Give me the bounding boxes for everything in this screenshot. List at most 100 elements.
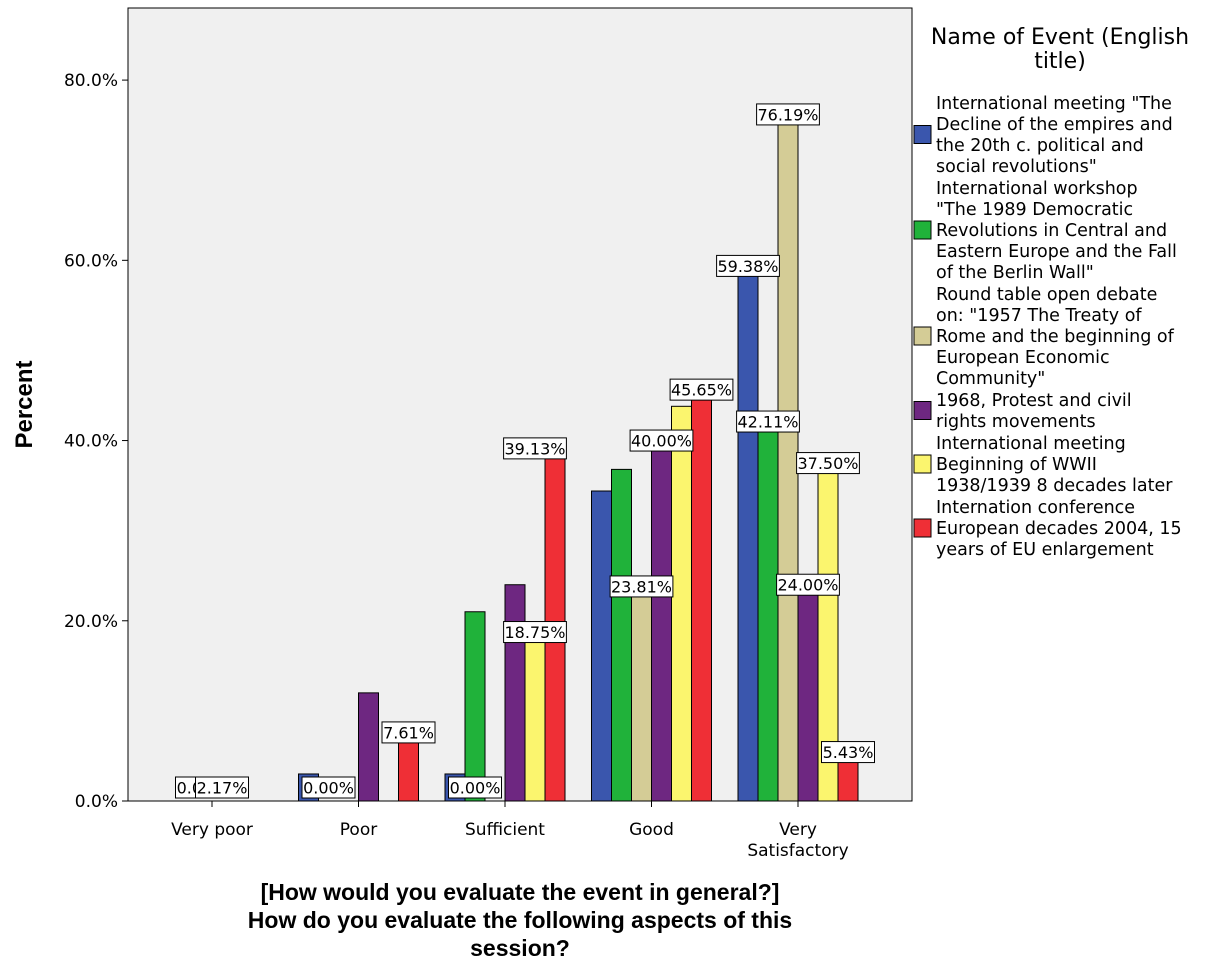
bar-c2-s3 xyxy=(504,584,526,802)
data-label: 42.11% xyxy=(736,410,800,433)
axis-titles: Percent [How would you evaluate the event… xyxy=(11,360,792,961)
x-tick-label: Very poor xyxy=(171,820,253,840)
bar-c3-s3 xyxy=(651,440,672,802)
data-label: 59.38% xyxy=(716,254,780,277)
data-label: 0.00% xyxy=(301,776,356,799)
svg-text:39.13%: 39.13% xyxy=(504,439,565,458)
bar-c3-s2 xyxy=(631,585,652,802)
legend-label: 1968, Protest and civil xyxy=(936,391,1132,411)
x-tick-label: Poor xyxy=(340,820,377,840)
legend-label: International meeting "The xyxy=(936,94,1172,114)
svg-text:76.19%: 76.19% xyxy=(757,105,818,124)
y-tick-label: 20.0% xyxy=(64,612,118,632)
data-label: 76.19% xyxy=(756,103,820,126)
data-label: 40.00% xyxy=(629,429,694,452)
data-label: 24.00% xyxy=(776,573,840,596)
legend-swatch xyxy=(913,220,932,240)
data-label: 0.00% xyxy=(448,776,502,799)
x-tick-label: Good xyxy=(629,820,674,840)
legend-label: "The 1989 Democratic xyxy=(936,200,1133,220)
y-axis-title: Percent xyxy=(11,360,38,448)
data-label: 37.50% xyxy=(796,452,860,475)
legend-label: Community" xyxy=(936,369,1045,389)
legend-swatch xyxy=(913,454,932,474)
legend-label: International meeting xyxy=(936,434,1126,454)
legend-label: years of EU enlargement xyxy=(936,540,1154,560)
legend-label: of the Berlin Wall" xyxy=(936,263,1094,283)
legend-label: the 20th c. political and xyxy=(936,136,1144,156)
svg-text:18.75%: 18.75% xyxy=(504,623,565,642)
legend-swatch xyxy=(913,401,932,420)
svg-text:2.17%: 2.17% xyxy=(197,779,248,798)
legend-title: title) xyxy=(1034,49,1086,74)
data-label: 5.43% xyxy=(821,741,875,764)
bar-c2-s4 xyxy=(524,631,546,802)
legend-label: Round table open debate xyxy=(936,285,1157,305)
svg-text:23.81%: 23.81% xyxy=(611,577,672,596)
svg-text:45.65%: 45.65% xyxy=(671,381,732,400)
legend-label: European decades 2004, 15 xyxy=(936,519,1182,539)
legend-label: on: "1957 The Treaty of xyxy=(936,306,1142,326)
svg-text:40.00%: 40.00% xyxy=(631,432,692,451)
svg-text:7.61%: 7.61% xyxy=(383,723,434,742)
legend-label: Eastern Europe and the Fall xyxy=(936,242,1177,262)
data-label: 45.65% xyxy=(669,378,734,401)
data-label: 39.13% xyxy=(503,437,567,460)
y-tick-label: 60.0% xyxy=(64,251,118,271)
legend-label: Rome and the beginning of xyxy=(936,327,1175,347)
y-tick-label: 40.0% xyxy=(64,432,118,452)
data-label: 7.61% xyxy=(381,721,436,744)
bars-group xyxy=(298,113,859,802)
data-labels-group: 0.00%2.17%0.00%7.61%0.00%18.75%39.13%23.… xyxy=(175,103,875,799)
x-axis-title: How do you evaluate the following aspect… xyxy=(248,907,792,933)
svg-text:5.43%: 5.43% xyxy=(823,743,874,762)
svg-text:24.00%: 24.00% xyxy=(777,576,838,595)
data-label: 18.75% xyxy=(503,621,567,644)
bar-c4-s3 xyxy=(797,584,819,802)
svg-text:37.50%: 37.50% xyxy=(797,454,858,473)
legend-label: European Economic xyxy=(936,348,1110,368)
y-tick-label: 0.0% xyxy=(75,792,118,812)
legend-label: Revolutions in Central and xyxy=(936,221,1167,241)
legend-label: Decline of the empires and xyxy=(936,115,1173,135)
legend-swatch xyxy=(913,518,932,538)
bar-c1-s3 xyxy=(358,692,379,802)
x-tick-label: Sufficient xyxy=(465,820,545,840)
x-axis-title: [How would you evaluate the event in gen… xyxy=(261,879,780,905)
bar-c4-s2 xyxy=(777,113,799,802)
data-label: 23.81% xyxy=(609,575,674,598)
x-axis: Very poor Poor Sufficient Good VerySatisfact… xyxy=(171,801,849,861)
legend-label: 1938/1939 8 decades later xyxy=(936,476,1173,496)
x-axis-title: session? xyxy=(470,935,570,961)
legend-title: Name of Event (English xyxy=(931,25,1189,50)
legend-label: rights movements xyxy=(936,412,1096,432)
legend-label: Beginning of WWII xyxy=(936,455,1097,475)
svg-text:59.38%: 59.38% xyxy=(717,257,778,276)
legend-label: Internation conference xyxy=(936,498,1135,518)
bar-c3-s1 xyxy=(611,468,632,802)
bar-c4-s1 xyxy=(757,421,779,802)
svg-text:0.00%: 0.00% xyxy=(303,779,354,798)
y-tick-label: 80.0% xyxy=(64,71,118,91)
data-label: 2.17% xyxy=(195,776,249,799)
bar-c4-s0 xyxy=(737,265,759,802)
legend-item: International workshop"The 1989 Democrat… xyxy=(913,179,1177,283)
svg-text:42.11%: 42.11% xyxy=(737,413,798,432)
bar-c3-s5 xyxy=(691,389,712,802)
bar-c2-s1 xyxy=(464,611,486,802)
x-tick-label: Satisfactory xyxy=(747,841,848,861)
bar-c3-s0 xyxy=(591,490,612,802)
bar-c3-s4 xyxy=(671,405,692,802)
legend-label: International workshop xyxy=(936,179,1138,199)
y-axis: 0.0% 20.0% 40.0% 60.0% 80.0% xyxy=(64,71,128,812)
x-tick-label: Very xyxy=(779,820,817,840)
svg-text:0.00%: 0.00% xyxy=(450,779,501,798)
legend-swatch xyxy=(913,326,932,346)
